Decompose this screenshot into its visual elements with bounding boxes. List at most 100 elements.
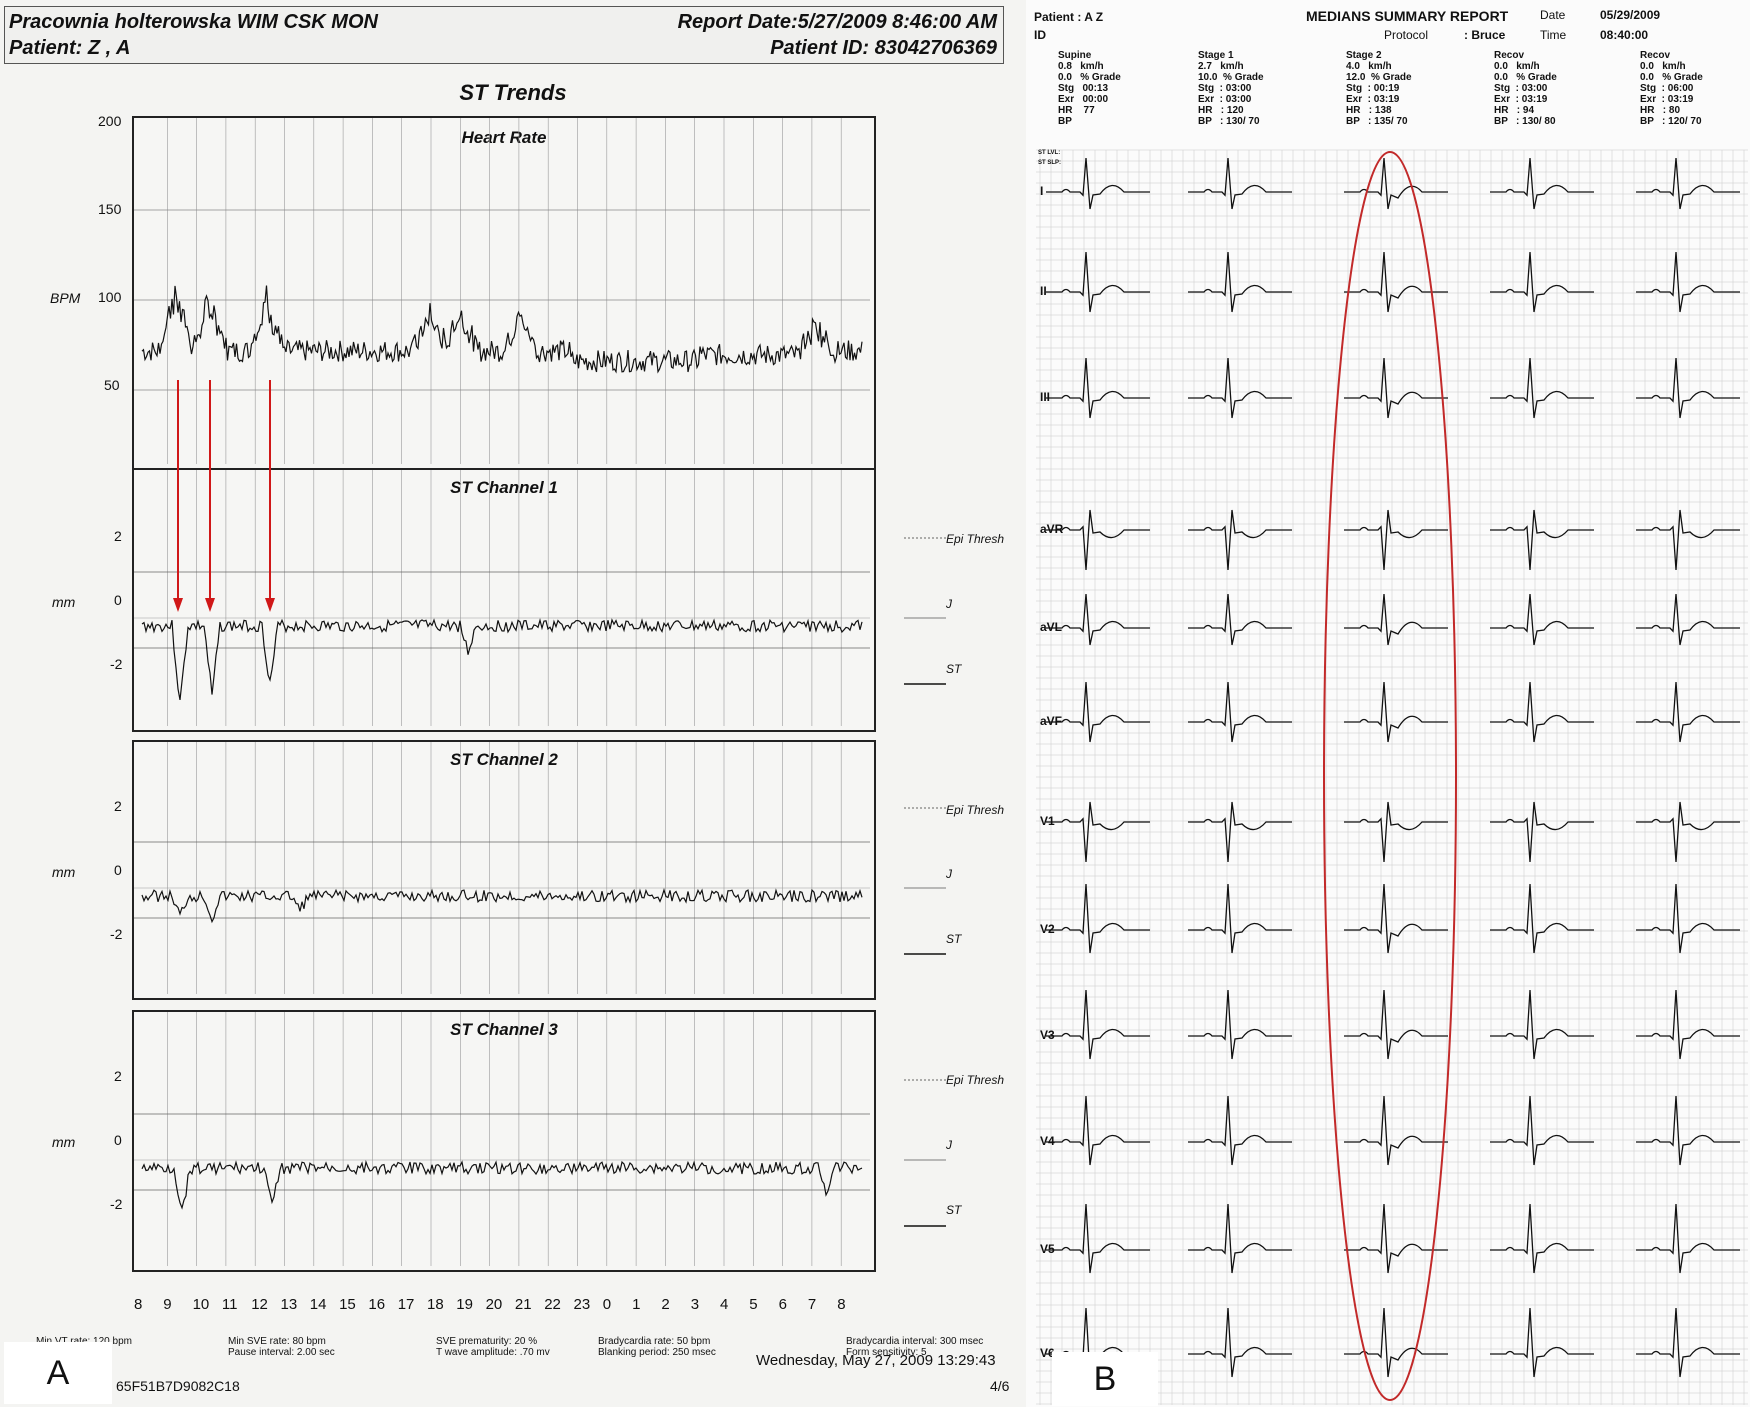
stage-value: 0.0 km/h xyxy=(1494,61,1540,72)
footer-text: Min VT rate: 120 bpm xyxy=(36,1336,132,1347)
footer-text: Form sensitivity: 5 xyxy=(846,1347,927,1358)
stage-value: 10.0 % Grade xyxy=(1198,72,1264,83)
patient-line: Patient : A Z xyxy=(1034,10,1104,24)
x-tick: 14 xyxy=(309,1296,327,1313)
x-tick: 11 xyxy=(221,1296,238,1313)
st-channel-2-trace xyxy=(141,887,863,924)
legend-j: J xyxy=(946,867,952,881)
stage-value: HR : 138 xyxy=(1346,105,1392,116)
x-tick: 18 xyxy=(427,1296,444,1313)
stage-value: Exr 00:00 xyxy=(1058,94,1109,105)
x-tick: 8 xyxy=(134,1296,143,1313)
x-tick: 7 xyxy=(807,1296,817,1313)
lead-label: aVL xyxy=(1040,620,1063,634)
stage-value: HR : 94 xyxy=(1494,105,1535,116)
y-tick: 0 xyxy=(114,862,122,878)
x-tick: 21 xyxy=(514,1296,532,1313)
x-tick: 17 xyxy=(397,1296,415,1313)
lead-label: aVR xyxy=(1040,522,1064,536)
stage-value: 2.7 km/h xyxy=(1198,61,1244,72)
stage-block: Supine 0.8 km/h 0.0 % Grade Stg 00:13 Exr 00… xyxy=(1058,50,1121,127)
x-tick: 19 xyxy=(456,1296,473,1313)
panel-label-a: A xyxy=(4,1342,112,1404)
time-value: 08:40:00 xyxy=(1600,28,1649,42)
panel-b-medians-report xyxy=(1026,0,1750,1407)
lead-label: V2 xyxy=(1040,922,1055,936)
x-tick: 12 xyxy=(251,1296,268,1313)
x-tick: 13 xyxy=(280,1296,298,1313)
x-tick: 20 xyxy=(485,1296,503,1313)
y-tick: 200 xyxy=(98,113,122,129)
stage-value: Stg : 06:00 xyxy=(1640,83,1694,94)
footer-text: Bradycardia interval: 300 msec xyxy=(846,1336,984,1347)
legend-st: ST xyxy=(946,662,962,676)
stage-block: Stage 1 2.7 km/h 10.0 % Grade Stg : 03:00 Ex… xyxy=(1198,50,1264,127)
footer-text: Min SVE rate: 80 bpm xyxy=(228,1336,326,1347)
st-channel-3-trace xyxy=(141,1159,863,1210)
red-arrow-head xyxy=(205,598,215,612)
y-tick: 100 xyxy=(98,289,122,305)
y-tick: 2 xyxy=(114,528,122,544)
footer-text: Pause interval: 2.00 sec xyxy=(228,1347,335,1358)
stage-value: BP : 135/ 70 xyxy=(1346,116,1408,127)
y-axis-label: mm xyxy=(52,1134,76,1150)
stage-value: BP : 120/ 70 xyxy=(1640,116,1702,127)
lead-label: V1 xyxy=(1040,814,1055,828)
legend-st: ST xyxy=(946,932,962,946)
report-code: 65F51B7D9082C18 xyxy=(116,1378,240,1394)
st-label: ST LVL: xyxy=(1038,150,1061,156)
lab-name: Pracownia holterowska WIM CSK MON xyxy=(9,11,378,33)
panel-a-traces xyxy=(134,118,946,1266)
y-tick: -2 xyxy=(110,656,123,672)
time-label: Time xyxy=(1540,28,1567,42)
y-tick: 0 xyxy=(114,1132,122,1148)
footer-text: SVE prematurity: 20 % xyxy=(436,1336,538,1347)
id-line: ID xyxy=(1034,28,1046,42)
footer-text: T wave amplitude: .70 mv xyxy=(436,1347,550,1358)
report-date: Report Date:5/27/2009 8:46:00 AM xyxy=(677,11,997,33)
lead-label: V6 xyxy=(1040,1346,1055,1360)
legend-j: J xyxy=(946,597,952,611)
x-tick: 6 xyxy=(778,1296,787,1313)
lead-label: I xyxy=(1040,184,1044,198)
stage-value: 4.0 km/h xyxy=(1346,61,1392,72)
stage-value: Exr : 03:00 xyxy=(1198,94,1252,105)
stage-value: 0.0 % Grade xyxy=(1640,72,1703,83)
patient-name: Patient: Z , A xyxy=(9,37,131,59)
footer-text: Blanking period: 250 msec xyxy=(598,1347,716,1358)
lead-label: II xyxy=(1040,284,1047,298)
x-tick: 15 xyxy=(339,1296,356,1313)
y-axis-label: BPM xyxy=(50,290,81,306)
stage-block: Stage 2 4.0 km/h 12.0 % Grade Stg : 00:19 Ex… xyxy=(1346,50,1412,127)
x-tick: 23 xyxy=(573,1296,591,1313)
x-tick: 2 xyxy=(661,1296,670,1313)
protocol-label: Protocol xyxy=(1384,28,1429,42)
stage-value: 0.0 % Grade xyxy=(1058,72,1121,83)
panel-label-b: B xyxy=(1052,1352,1158,1406)
stage-value: Exr : 03:19 xyxy=(1640,94,1694,105)
stage-value: HR : 120 xyxy=(1198,105,1244,116)
legend-epi-thresh: Epi Thresh xyxy=(946,532,1005,546)
red-arrow-head xyxy=(265,598,275,612)
stage-value: BP : 130/ 70 xyxy=(1198,116,1260,127)
stage-value: 12.0 % Grade xyxy=(1346,72,1412,83)
stage-value: Stg : 00:19 xyxy=(1346,83,1400,94)
x-tick: 0 xyxy=(602,1296,612,1313)
y-tick: 0 xyxy=(114,592,122,608)
x-tick: 16 xyxy=(368,1296,386,1313)
lead-label: III xyxy=(1040,390,1051,404)
stage-value: Exr : 03:19 xyxy=(1346,94,1400,105)
y-tick: 150 xyxy=(98,201,122,217)
y-tick: 50 xyxy=(104,377,120,393)
y-tick: -2 xyxy=(110,1196,123,1212)
x-tick: 8 xyxy=(837,1296,846,1313)
x-tick: 4 xyxy=(720,1296,729,1313)
stage-value: HR : 80 xyxy=(1640,105,1681,116)
lead-label: V5 xyxy=(1040,1242,1055,1256)
stage-block: Recov 0.0 km/h 0.0 % Grade Stg : 06:00 Exr :… xyxy=(1640,50,1703,127)
stage-name: Stage 1 xyxy=(1198,50,1234,61)
report-header: Pracownia holterowska WIM CSK MON Patien… xyxy=(4,6,1004,64)
footer-col-2: Min SVE rate: 80 bpm Pause interval: 2.0… xyxy=(228,1336,335,1358)
lead-label: V4 xyxy=(1040,1134,1055,1148)
stage-value: Stg : 03:00 xyxy=(1494,83,1548,94)
